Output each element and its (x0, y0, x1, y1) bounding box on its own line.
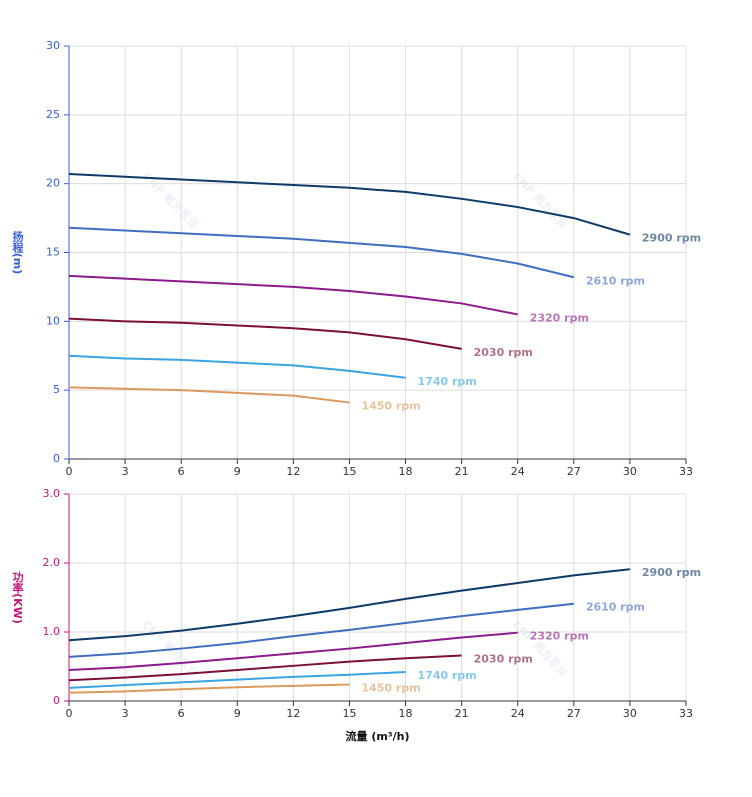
series-label: 2610 rpm (586, 601, 645, 614)
x-tick-label: 18 (399, 465, 413, 478)
series-label: 1740 rpm (418, 375, 477, 388)
x-tick-label: 21 (455, 465, 469, 478)
x-tick-label: 0 (66, 707, 73, 720)
series-line (68, 386, 350, 404)
x-tick-label: 9 (234, 707, 241, 720)
y-tick-label: 10 (46, 314, 60, 327)
y-tick-label: 20 (46, 177, 60, 190)
y-tick-label: 15 (46, 246, 60, 259)
y-axis-title: 扬程(m) (11, 229, 24, 274)
x-tick-label: 6 (178, 707, 185, 720)
series-line (68, 317, 462, 350)
series-label: 2030 rpm (474, 346, 533, 359)
x-tick-label: 33 (679, 707, 693, 720)
y-tick-label: 0 (53, 694, 60, 707)
series-line (68, 602, 574, 658)
y-tick-label: 30 (46, 39, 60, 52)
series-line (68, 631, 518, 671)
series-line (68, 671, 406, 689)
x-tick-label: 3 (122, 465, 129, 478)
series-label: 1450 rpm (361, 400, 420, 413)
x-tick-label: 27 (567, 707, 581, 720)
x-tick-label: 30 (623, 707, 637, 720)
y-tick-label: 3.0 (43, 487, 61, 500)
x-tick-label: 12 (286, 465, 300, 478)
series-label: 2320 rpm (530, 311, 589, 324)
x-tick-label: 18 (399, 707, 413, 720)
series-line (68, 654, 462, 682)
x-tick-label: 6 (178, 465, 185, 478)
x-tick-label: 24 (511, 707, 525, 720)
series-label: 1450 rpm (361, 681, 420, 694)
x-tick-label: 30 (623, 465, 637, 478)
watermark: CNP 南方泵业 (510, 169, 572, 231)
x-tick-label: 12 (286, 707, 300, 720)
series-line (68, 173, 631, 236)
series-label: 2610 rpm (586, 274, 645, 287)
x-axis-title: 流量 (m³/h) (345, 729, 409, 743)
x-tick-label: 33 (679, 465, 693, 478)
series-line (68, 274, 518, 316)
x-tick-label: 21 (455, 707, 469, 720)
x-tick-label: 15 (342, 707, 356, 720)
series-label: 2900 rpm (642, 566, 701, 579)
x-tick-label: 9 (234, 465, 241, 478)
watermark: CNP 南方泵业 (510, 617, 572, 679)
y-tick-label: 2.0 (43, 556, 61, 569)
series-line (68, 354, 406, 379)
series-line (68, 683, 350, 694)
y-axis-title: 功率(KW) (11, 570, 24, 624)
series-label: 1740 rpm (418, 669, 477, 682)
series-line (68, 226, 575, 279)
series-label: 2900 rpm (642, 232, 701, 245)
y-tick-label: 5 (53, 383, 60, 396)
y-tick-label: 0 (53, 452, 60, 465)
series-label: 2030 rpm (474, 652, 533, 665)
x-tick-label: 24 (511, 465, 525, 478)
series-label: 2320 rpm (530, 630, 589, 643)
x-tick-label: 15 (342, 465, 356, 478)
y-tick-label: 1.0 (43, 625, 61, 638)
x-tick-label: 3 (122, 707, 129, 720)
x-tick-label: 0 (66, 465, 73, 478)
x-tick-label: 27 (567, 465, 581, 478)
y-tick-label: 25 (46, 108, 60, 121)
series-line (68, 568, 631, 642)
